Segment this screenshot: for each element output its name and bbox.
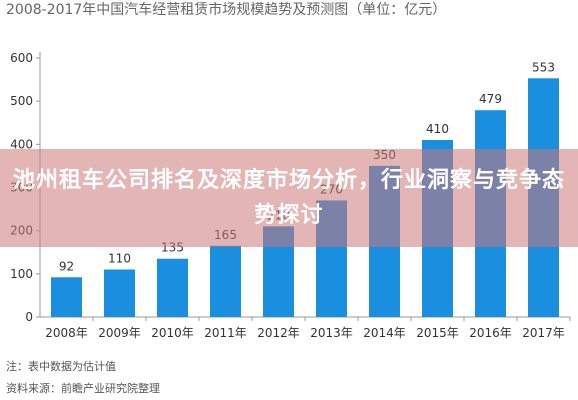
footnote-source: 资料来源：前瞻产业研究院整理 <box>6 382 160 395</box>
bar <box>157 258 188 317</box>
bar <box>104 269 135 317</box>
bar <box>51 277 82 317</box>
y-tick-label: 0 <box>25 310 33 324</box>
y-tick-label: 400 <box>10 137 33 151</box>
y-tick-label: 600 <box>10 51 33 65</box>
y-tick-label: 500 <box>10 94 33 108</box>
x-tick-label: 2010年 <box>151 326 194 340</box>
y-tick-label: 100 <box>10 267 33 281</box>
bar-value-label: 92 <box>59 259 74 273</box>
footnote-note: 注：表中数据为估计值 <box>6 360 116 373</box>
bar-value-label: 553 <box>532 60 555 74</box>
bar-value-label: 410 <box>426 122 449 136</box>
banner-text: 池州租车公司排名及深度市场分析，行业洞察与竞争态势探讨 <box>12 168 565 228</box>
chart-title: 2008-2017年中国汽车经营租赁市场规模趋势及预测图（单位：亿元） <box>6 2 447 18</box>
x-tick-label: 2015年 <box>416 326 459 340</box>
x-tick-label: 2011年 <box>204 326 247 340</box>
x-tick-label: 2013年 <box>310 326 353 340</box>
bar-value-label: 110 <box>108 252 131 266</box>
overlay-banner: 池州租车公司排名及深度市场分析，行业洞察与竞争态势探讨 <box>0 149 578 247</box>
x-tick-label: 2017年 <box>522 326 565 340</box>
x-tick-label: 2016年 <box>469 326 512 340</box>
bar <box>210 245 241 317</box>
x-tick-label: 2009年 <box>98 326 141 340</box>
x-tick-label: 2014年 <box>363 326 406 340</box>
x-tick-label: 2008年 <box>45 326 88 340</box>
bar-value-label: 479 <box>479 92 502 106</box>
x-tick-label: 2012年 <box>257 326 300 340</box>
